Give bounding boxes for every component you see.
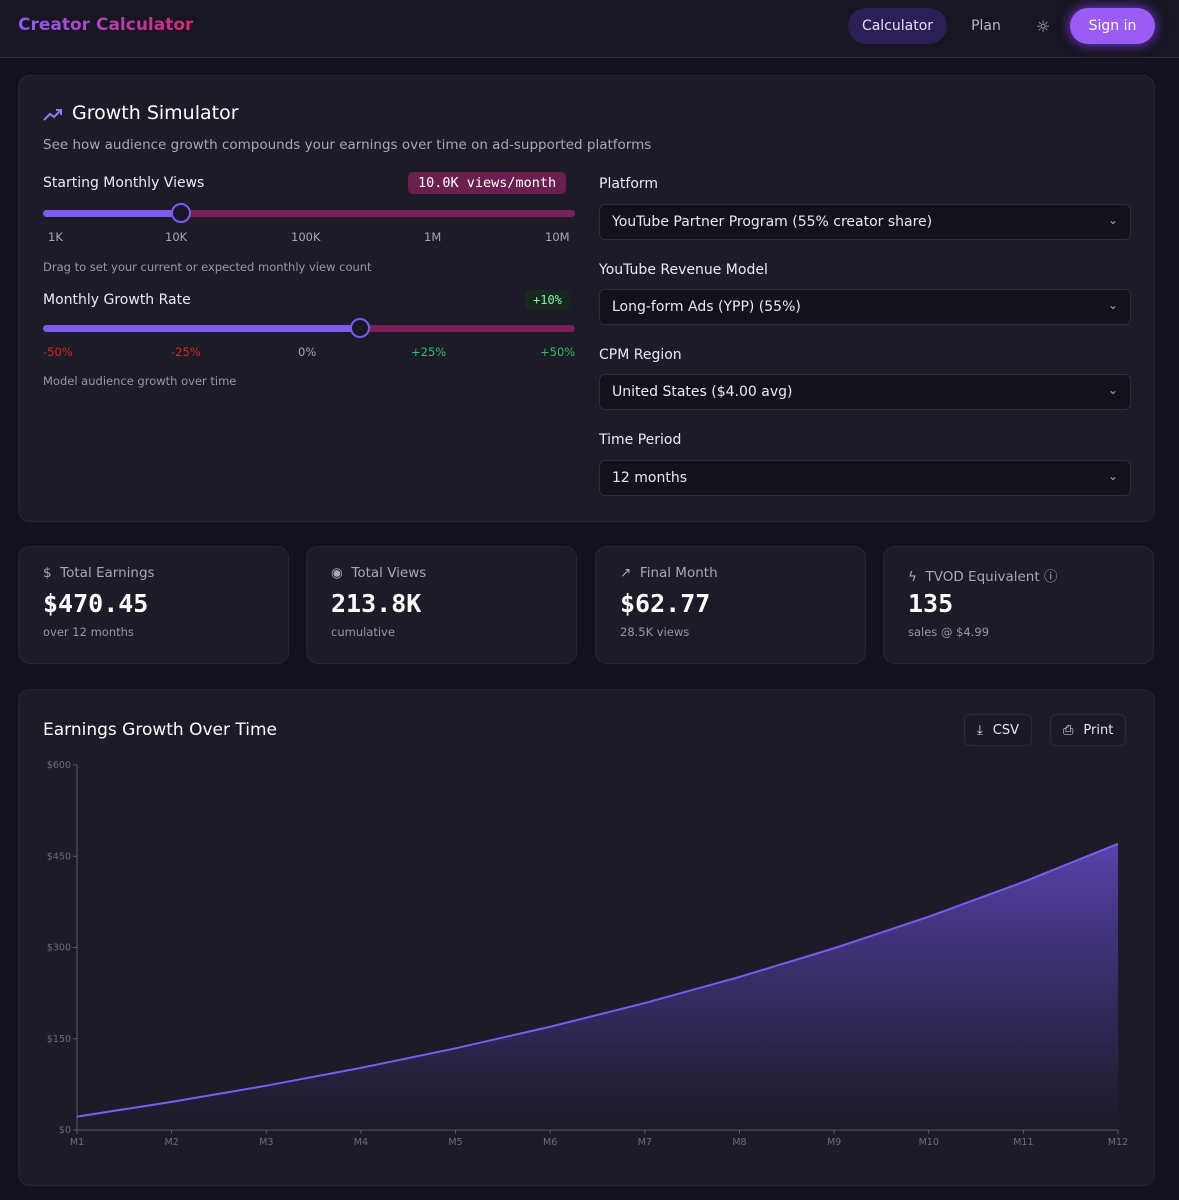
tick: 1M: [424, 230, 442, 244]
tick: 100K: [291, 230, 321, 244]
platform-select[interactable]: YouTube Partner Program (55% creator sha…: [599, 204, 1131, 240]
views-hint: Drag to set your current or expected mon…: [43, 260, 372, 274]
stat-sub: over 12 months: [43, 625, 134, 639]
sign-in-button[interactable]: Sign in: [1070, 8, 1155, 44]
tick: 0%: [298, 345, 317, 359]
tick: -25%: [171, 345, 201, 359]
views-slider-thumb[interactable]: [171, 203, 191, 223]
y-tick-label: $150: [47, 1034, 71, 1045]
x-tick-label: M2: [165, 1137, 179, 1148]
platform-label: Platform: [599, 176, 659, 192]
tick: 1K: [48, 230, 63, 244]
logo[interactable]: Creator Calculator: [18, 15, 194, 35]
chart-title: Earnings Growth Over Time: [43, 720, 278, 740]
trending-up-icon: ↗: [620, 565, 632, 581]
views-label: Starting Monthly Views: [43, 175, 205, 191]
x-tick-label: M9: [827, 1137, 841, 1148]
x-tick-label: M3: [259, 1137, 273, 1148]
growth-slider-thumb[interactable]: [350, 318, 370, 338]
tick: 10M: [545, 230, 570, 244]
platform-value: YouTube Partner Program (55% creator sha…: [612, 214, 933, 230]
model-label: YouTube Revenue Model: [599, 262, 768, 278]
earnings-area: [77, 843, 1118, 1130]
region-label: CPM Region: [599, 347, 682, 363]
printer-icon: ⎙: [1063, 722, 1074, 738]
model-select[interactable]: Long-form Ads (YPP) (55%) ⌄: [599, 289, 1131, 325]
period-value: 12 months: [612, 470, 687, 486]
chevron-down-icon: ⌄: [1107, 298, 1118, 312]
download-icon: ⤓: [977, 722, 983, 738]
x-tick-label: M10: [919, 1137, 939, 1148]
earnings-line: [76, 842, 1119, 1118]
info-icon[interactable]: ⓘ: [1043, 569, 1058, 585]
print-button[interactable]: ⎙ Print: [1050, 714, 1127, 746]
growth-label: Monthly Growth Rate: [43, 292, 191, 308]
period-select[interactable]: 12 months ⌄: [599, 460, 1131, 496]
x-tick-label: M11: [1013, 1137, 1033, 1148]
panel-subtitle: See how audience growth compounds your e…: [43, 137, 652, 153]
csv-button[interactable]: ⤓ CSV: [964, 714, 1032, 746]
sun-icon[interactable]: ☼: [1035, 16, 1051, 36]
chevron-down-icon: ⌄: [1107, 213, 1118, 227]
tick: -50%: [43, 345, 73, 359]
region-select[interactable]: United States ($4.00 avg) ⌄: [599, 374, 1131, 410]
nav-calculator[interactable]: Calculator: [848, 8, 947, 44]
stat-value: $62.77: [620, 589, 711, 618]
stat-title: ◉ Total Views: [331, 565, 427, 581]
growth-simulator-panel: Growth Simulator See how audience growth…: [18, 75, 1155, 522]
stat-total-views: ◉ Total Views 213.8K cumulative: [306, 546, 577, 664]
top-nav: Creator Calculator Calculator Plan ☼ Sig…: [0, 0, 1179, 58]
x-tick-label: M8: [732, 1137, 746, 1148]
stat-sub: cumulative: [331, 625, 395, 639]
period-label: Time Period: [599, 432, 682, 448]
x-tick-label: M6: [543, 1137, 557, 1148]
stat-sub: 28.5K views: [620, 625, 690, 639]
y-tick-label: $300: [47, 943, 71, 954]
zap-icon: ϟ: [908, 569, 917, 585]
y-tick-label: $600: [47, 760, 71, 771]
eye-icon: ◉: [331, 565, 343, 581]
views-badge: 10.0K views/month: [408, 172, 567, 194]
x-tick-label: M7: [638, 1137, 652, 1148]
stat-tvod: ϟ TVOD Equivalent ⓘ 135 sales @ $4.99: [883, 546, 1154, 664]
chevron-down-icon: ⌄: [1107, 383, 1118, 397]
model-value: Long-form Ads (YPP) (55%): [612, 299, 801, 315]
region-value: United States ($4.00 avg): [612, 384, 793, 400]
x-tick-label: M5: [448, 1137, 462, 1148]
tick: 10K: [165, 230, 188, 244]
nav-plan[interactable]: Plan: [971, 18, 1001, 34]
growth-badge: +10%: [525, 290, 570, 310]
x-tick-label: M1: [70, 1137, 84, 1148]
y-tick-label: $450: [47, 851, 71, 862]
chevron-down-icon: ⌄: [1107, 469, 1118, 483]
stat-title: $ Total Earnings: [43, 565, 155, 581]
tick: +25%: [411, 345, 447, 359]
y-tick-label: $0: [59, 1125, 71, 1136]
growth-slider[interactable]: [43, 318, 575, 338]
tick: +50%: [540, 345, 576, 359]
stat-value: 213.8K: [331, 589, 422, 618]
x-tick-label: M12: [1108, 1137, 1128, 1148]
stat-value: 135: [908, 589, 954, 618]
stat-title: ↗ Final Month: [620, 565, 718, 581]
stat-sub: sales @ $4.99: [908, 625, 990, 639]
stat-value: $470.45: [43, 589, 149, 618]
growth-hint: Model audience growth over time: [43, 374, 237, 388]
stat-final-month: ↗ Final Month $62.77 28.5K views: [595, 546, 866, 664]
stat-title: ϟ TVOD Equivalent ⓘ: [908, 569, 1058, 585]
trending-up-icon: [43, 109, 62, 121]
x-tick-label: M4: [354, 1137, 368, 1148]
stat-total-earnings: $ Total Earnings $470.45 over 12 months: [18, 546, 289, 664]
views-slider[interactable]: [43, 203, 575, 223]
panel-title: Growth Simulator: [72, 102, 239, 124]
